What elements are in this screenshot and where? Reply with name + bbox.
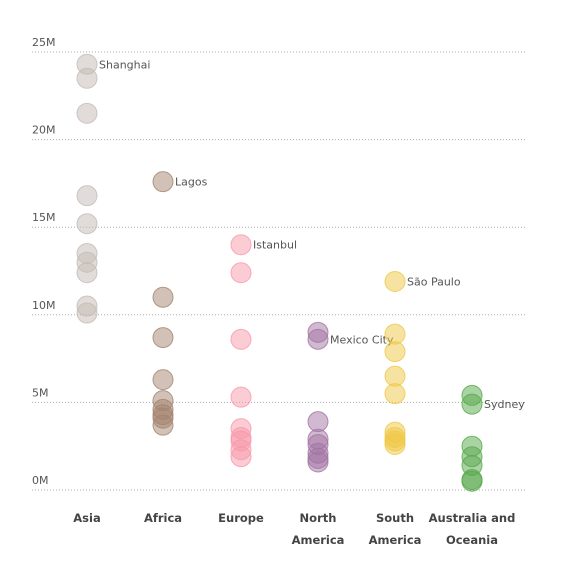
- y-tick-label: 15M: [32, 211, 56, 224]
- dot: [384, 341, 406, 363]
- dot: [461, 393, 483, 415]
- dot: [384, 271, 406, 293]
- dot: [76, 67, 98, 89]
- dot: [152, 414, 174, 436]
- dot: [230, 234, 252, 256]
- dot: [76, 102, 98, 124]
- city-label: Mexico City: [330, 333, 394, 346]
- city-label: Shanghai: [99, 58, 150, 71]
- dot: [152, 171, 174, 193]
- dot: [76, 262, 98, 284]
- dot: [384, 383, 406, 405]
- dot: [384, 365, 406, 387]
- city-label: Istanbul: [253, 239, 297, 252]
- dot: [461, 470, 483, 492]
- x-tick-label: South America: [368, 511, 422, 547]
- dot: [384, 323, 406, 345]
- dot: [230, 386, 252, 408]
- x-tick-label: Europe: [218, 511, 264, 525]
- dot: [384, 433, 406, 455]
- x-tick-label: Africa: [143, 511, 183, 525]
- dot: [307, 328, 329, 350]
- dot: [230, 446, 252, 468]
- y-tick-label: 20M: [32, 124, 56, 137]
- dot: [152, 286, 174, 308]
- x-tick-label: Asia: [73, 511, 101, 525]
- x-tick-label: Australia and Oceania: [428, 511, 516, 547]
- city-label: Sydney: [484, 398, 525, 411]
- dot: [307, 411, 329, 433]
- dot: [152, 369, 174, 391]
- dot: [76, 302, 98, 324]
- y-tick-label: 25M: [32, 36, 56, 49]
- city-label: São Paulo: [407, 276, 461, 289]
- y-tick-label: 0M: [32, 474, 49, 487]
- dot: [152, 327, 174, 349]
- y-tick-label: 5M: [32, 386, 49, 399]
- dot: [76, 213, 98, 235]
- x-tick-label: North America: [291, 511, 345, 547]
- y-tick-label: 10M: [32, 299, 56, 312]
- dot: [230, 328, 252, 350]
- dot: [76, 185, 98, 207]
- dot: [307, 451, 329, 473]
- dot: [230, 262, 252, 284]
- city-label: Lagos: [175, 176, 208, 189]
